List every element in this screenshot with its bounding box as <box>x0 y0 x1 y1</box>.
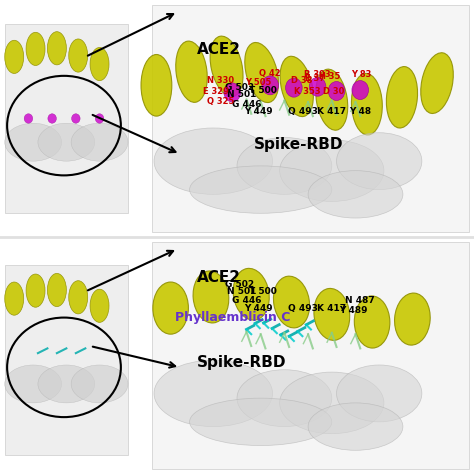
Text: D 38: D 38 <box>291 76 312 84</box>
Text: Q 325: Q 325 <box>207 98 234 106</box>
Ellipse shape <box>280 140 384 201</box>
Ellipse shape <box>153 282 188 334</box>
Text: Y 48: Y 48 <box>349 107 371 116</box>
Ellipse shape <box>95 114 104 123</box>
Ellipse shape <box>224 83 240 102</box>
Ellipse shape <box>314 288 350 340</box>
Text: Q 493: Q 493 <box>288 107 319 116</box>
Ellipse shape <box>24 114 33 123</box>
Ellipse shape <box>245 43 279 102</box>
FancyBboxPatch shape <box>152 5 469 232</box>
Ellipse shape <box>354 296 390 348</box>
Text: N 501: N 501 <box>227 287 256 296</box>
Ellipse shape <box>176 41 207 102</box>
Ellipse shape <box>308 403 403 450</box>
Ellipse shape <box>280 56 313 117</box>
Text: Spike-RBD: Spike-RBD <box>197 355 286 370</box>
Text: Q 42: Q 42 <box>259 69 281 78</box>
Text: N 330: N 330 <box>207 76 234 85</box>
Text: G 502: G 502 <box>225 280 254 289</box>
Text: R 393: R 393 <box>304 70 331 79</box>
Ellipse shape <box>38 123 95 161</box>
Text: ACE2: ACE2 <box>197 270 241 285</box>
Ellipse shape <box>5 365 62 403</box>
Text: T 500: T 500 <box>249 86 277 94</box>
Ellipse shape <box>90 289 109 322</box>
Text: K 417: K 417 <box>317 107 346 116</box>
Ellipse shape <box>71 123 128 161</box>
Ellipse shape <box>154 128 273 194</box>
Ellipse shape <box>90 47 109 81</box>
Ellipse shape <box>193 271 229 323</box>
Text: G 446: G 446 <box>232 100 261 109</box>
Text: N 501: N 501 <box>227 91 256 99</box>
Ellipse shape <box>5 40 24 73</box>
Ellipse shape <box>190 166 332 213</box>
Ellipse shape <box>233 268 269 320</box>
Ellipse shape <box>237 137 332 194</box>
Ellipse shape <box>237 370 332 427</box>
Ellipse shape <box>154 360 273 427</box>
Ellipse shape <box>71 365 128 403</box>
Text: E 329: E 329 <box>203 87 228 95</box>
Text: H 35: H 35 <box>319 73 340 81</box>
Ellipse shape <box>316 69 348 130</box>
Ellipse shape <box>285 78 302 97</box>
FancyBboxPatch shape <box>152 242 469 469</box>
Text: E 37: E 37 <box>305 74 325 82</box>
Ellipse shape <box>351 73 383 135</box>
Text: Y 489: Y 489 <box>339 306 367 315</box>
Text: D 30: D 30 <box>323 88 345 96</box>
Ellipse shape <box>328 82 345 100</box>
Ellipse shape <box>210 36 243 97</box>
Ellipse shape <box>47 273 66 307</box>
Ellipse shape <box>26 32 45 65</box>
Text: G 502: G 502 <box>225 83 254 92</box>
Ellipse shape <box>421 53 453 113</box>
Text: Y 505: Y 505 <box>245 79 272 87</box>
Text: Y 83: Y 83 <box>351 70 371 79</box>
Ellipse shape <box>5 282 24 315</box>
Ellipse shape <box>280 372 384 434</box>
FancyBboxPatch shape <box>5 265 128 455</box>
Ellipse shape <box>72 114 80 123</box>
Text: K 353: K 353 <box>294 88 320 96</box>
Ellipse shape <box>308 171 403 218</box>
Text: G 446: G 446 <box>232 297 261 305</box>
Ellipse shape <box>337 365 422 422</box>
Text: N 487: N 487 <box>346 297 375 305</box>
Ellipse shape <box>386 66 418 128</box>
Text: ACE2: ACE2 <box>197 42 241 57</box>
Ellipse shape <box>47 32 66 65</box>
Text: Q 493: Q 493 <box>288 304 319 312</box>
Ellipse shape <box>352 81 369 100</box>
Ellipse shape <box>38 365 95 403</box>
Ellipse shape <box>337 133 422 190</box>
Ellipse shape <box>273 276 310 328</box>
Text: Y 449: Y 449 <box>244 107 273 116</box>
Text: K 417: K 417 <box>317 304 346 312</box>
Ellipse shape <box>141 55 172 116</box>
Ellipse shape <box>394 293 430 345</box>
Ellipse shape <box>69 281 88 314</box>
Ellipse shape <box>48 114 56 123</box>
Ellipse shape <box>190 398 332 446</box>
Text: Spike-RBD: Spike-RBD <box>254 137 343 152</box>
Ellipse shape <box>262 76 278 95</box>
Text: Y 449: Y 449 <box>244 304 273 312</box>
Text: T 500: T 500 <box>249 287 277 296</box>
Ellipse shape <box>309 77 326 96</box>
Ellipse shape <box>69 39 88 72</box>
FancyBboxPatch shape <box>5 24 128 213</box>
Ellipse shape <box>26 274 45 307</box>
Text: Phyllaemblicin C: Phyllaemblicin C <box>175 311 291 324</box>
Ellipse shape <box>5 123 62 161</box>
